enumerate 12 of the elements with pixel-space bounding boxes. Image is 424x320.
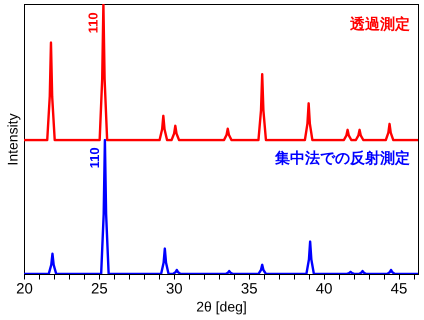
text: 集中法での反射測定 xyxy=(274,148,410,167)
x-tick-label: 20 xyxy=(16,280,33,298)
x-tick-label: 25 xyxy=(91,280,108,298)
annotation: 110 xyxy=(86,147,102,168)
text: 透過測定 xyxy=(349,14,410,33)
x-tick-label: 35 xyxy=(240,280,258,298)
x-axis-title: 2θ [deg] xyxy=(196,298,247,314)
x-tick-label: 40 xyxy=(316,280,332,298)
y-axis-title: Intensity xyxy=(4,113,20,166)
x-tick-label: 30 xyxy=(166,280,183,298)
annotation: 110 xyxy=(85,12,100,34)
x-tick-label: 45 xyxy=(390,280,408,298)
